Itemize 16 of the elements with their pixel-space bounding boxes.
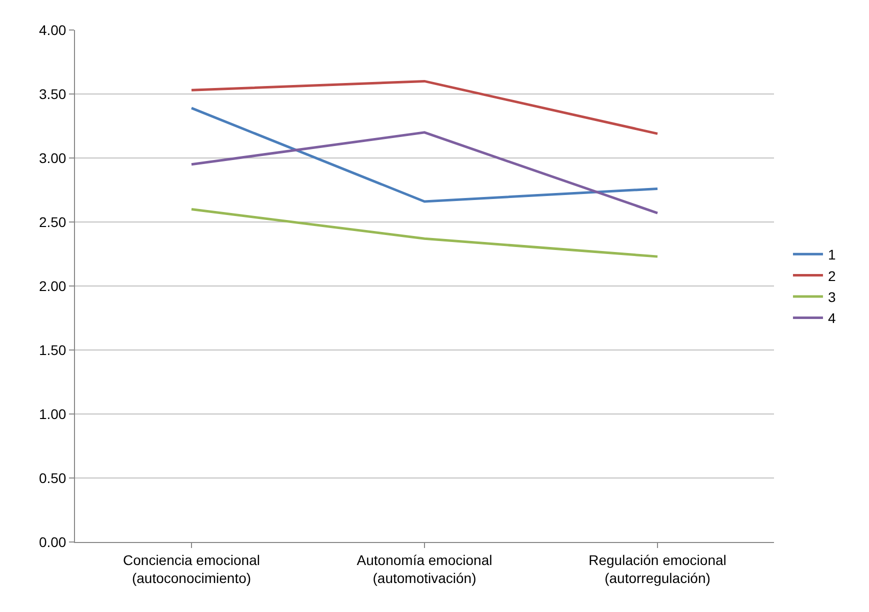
y-tick-label: 2.00 — [38, 278, 66, 294]
legend-label: 4 — [828, 310, 836, 326]
y-tick-label: 3.50 — [38, 86, 66, 102]
y-tick-label: 4.00 — [38, 22, 66, 38]
y-tick-label: 1.50 — [38, 342, 66, 358]
x-tick-label: Autonomía emocional (automotivación) — [356, 552, 492, 586]
legend-label: 2 — [828, 268, 836, 284]
x-tick-label: Regulación emocional (autorregulación) — [588, 552, 726, 586]
legend-label: 3 — [828, 288, 836, 305]
x-tick-label: Conciencia emocional (autoconocimiento) — [123, 552, 260, 586]
y-tick-label: 1.00 — [38, 406, 66, 422]
y-tick-label: 2.50 — [38, 214, 66, 230]
legend-label: 1 — [828, 246, 836, 263]
y-tick-label: 0.00 — [38, 534, 66, 550]
y-tick-label: 3.00 — [38, 150, 66, 166]
y-tick-label: 0.50 — [38, 470, 66, 486]
